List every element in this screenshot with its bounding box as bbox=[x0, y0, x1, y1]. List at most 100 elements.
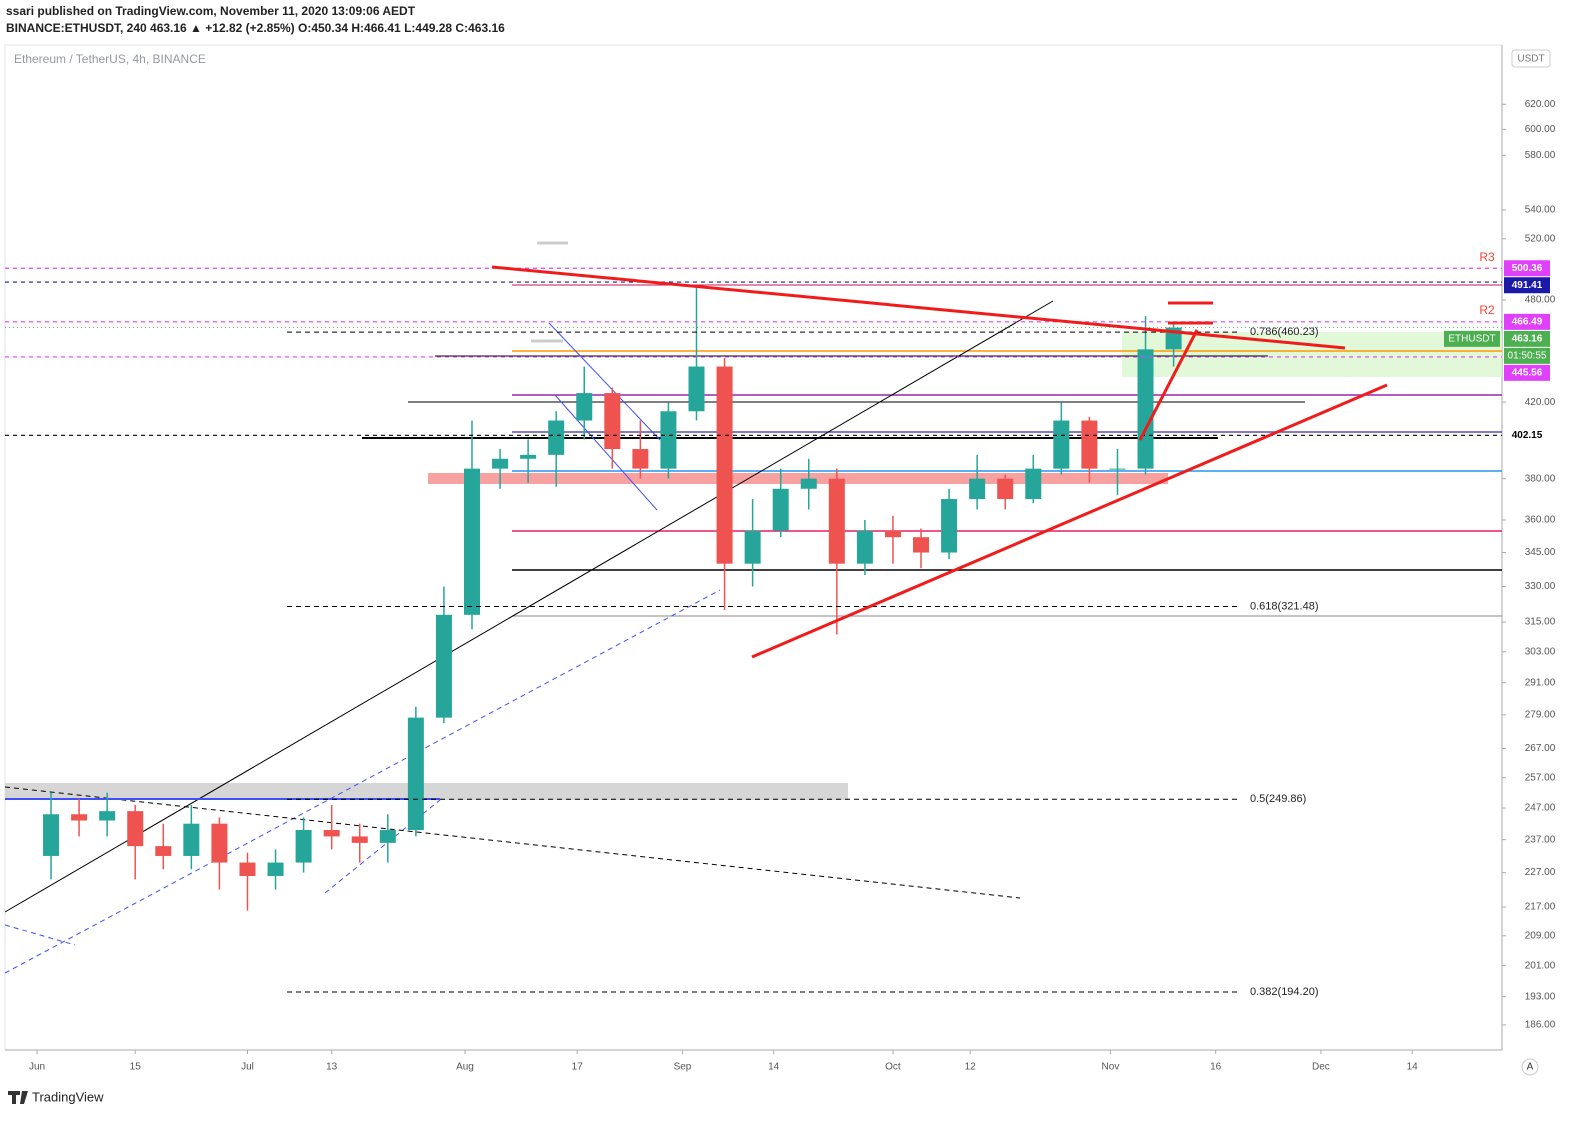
support-line bbox=[751, 383, 1388, 659]
candle-body bbox=[71, 814, 88, 821]
fib-label: 0.618(321.48) bbox=[1250, 600, 1319, 612]
candle-body bbox=[211, 823, 228, 863]
auto-scale-label[interactable]: A bbox=[1527, 1062, 1534, 1073]
y-tick-label: 193.00 bbox=[1525, 991, 1556, 1002]
candle-body bbox=[435, 614, 452, 718]
candle-body bbox=[239, 862, 256, 876]
red-trend-lines bbox=[491, 265, 1388, 659]
candle-body bbox=[576, 393, 593, 421]
candle-body bbox=[660, 411, 677, 469]
candle-body bbox=[548, 420, 565, 455]
y-tick-label: 540.00 bbox=[1525, 205, 1556, 216]
y-tick-label: 330.00 bbox=[1525, 581, 1556, 592]
price-badge bbox=[1504, 330, 1550, 347]
candle-body bbox=[379, 830, 396, 843]
x-tick-label: 17 bbox=[572, 1062, 584, 1073]
price-badge-text: 445.56 bbox=[1512, 367, 1543, 378]
y-tick-label: 580.00 bbox=[1525, 150, 1556, 161]
candle-body bbox=[1025, 468, 1042, 500]
price-badge-text: 466.49 bbox=[1512, 316, 1543, 327]
y-tick-label: 303.00 bbox=[1525, 646, 1556, 657]
symbol-badge-text: ETHUSDT bbox=[1448, 333, 1495, 344]
x-tick-label: Aug bbox=[456, 1062, 474, 1073]
candle-body bbox=[127, 811, 144, 847]
price-badge-text: 491.41 bbox=[1512, 280, 1543, 291]
logo-icon bbox=[8, 1091, 28, 1104]
x-tick-label: Dec bbox=[1312, 1062, 1330, 1073]
countdown-text: 01:50:55 bbox=[1508, 350, 1547, 361]
candle-body bbox=[604, 393, 621, 450]
candle-body bbox=[716, 366, 733, 564]
y-tick-label: 480.00 bbox=[1525, 295, 1556, 306]
price-levels: 0.786(460.23) 0.618(321.48) 0.5(249.86) 0.3… bbox=[5, 260, 1550, 998]
x-tick-label: Nov bbox=[1102, 1062, 1120, 1073]
x-tick-label: Jun bbox=[29, 1062, 45, 1073]
candle-body bbox=[688, 366, 705, 412]
x-tick-label: 15 bbox=[130, 1062, 142, 1073]
candle-body bbox=[323, 830, 340, 837]
trend-line bbox=[4, 589, 721, 974]
y-tick-label: 345.00 bbox=[1525, 547, 1556, 558]
y-tick-label: 247.00 bbox=[1525, 803, 1556, 814]
y-tick-label: 291.00 bbox=[1525, 677, 1556, 688]
candle-body bbox=[1081, 420, 1098, 469]
drawings bbox=[4, 241, 1502, 974]
channel-line bbox=[548, 322, 661, 441]
x-tick-label: 12 bbox=[965, 1062, 977, 1073]
zone bbox=[428, 473, 1168, 484]
price-badge-text: 500.36 bbox=[1512, 263, 1543, 274]
trend-line bbox=[1138, 329, 1199, 441]
x-tick-label: 13 bbox=[326, 1062, 338, 1073]
fib-label: 0.382(194.20) bbox=[1250, 986, 1319, 998]
candle-body bbox=[99, 811, 116, 821]
candle-body bbox=[155, 846, 172, 856]
pivot-label: R2 bbox=[1479, 303, 1495, 317]
candle-body bbox=[744, 530, 761, 564]
zone bbox=[5, 783, 848, 800]
trend-line bbox=[4, 786, 1021, 899]
y-tick-label: 186.00 bbox=[1525, 1020, 1556, 1031]
candle-body bbox=[43, 814, 60, 856]
y-tick-label: 209.00 bbox=[1525, 930, 1556, 941]
price-badge bbox=[1504, 364, 1550, 381]
symbol-line: BINANCE:ETHUSDT, 240 463.16 ▲ +12.82 (+2… bbox=[6, 21, 505, 35]
candle-body bbox=[1109, 468, 1126, 470]
chart-legend: Ethereum / TetherUS, 4h, BINANCE bbox=[14, 52, 206, 66]
fib-label: 0.5(249.86) bbox=[1250, 793, 1306, 805]
price-badge-text: 463.16 bbox=[1512, 333, 1543, 344]
pivot-label: R3 bbox=[1479, 250, 1495, 264]
candle-body bbox=[800, 478, 817, 489]
candle-body bbox=[969, 478, 986, 500]
price-badge-text: 402.15 bbox=[1512, 430, 1543, 441]
candle-body bbox=[183, 823, 200, 856]
y-tick-label: 227.00 bbox=[1525, 867, 1556, 878]
candle-body bbox=[267, 862, 284, 876]
trend-line bbox=[4, 924, 76, 946]
candle-body bbox=[856, 530, 873, 564]
x-tick-label: 14 bbox=[768, 1062, 780, 1073]
candle-body bbox=[632, 449, 649, 469]
y-tick-label: 267.00 bbox=[1525, 743, 1556, 754]
price-badge bbox=[1504, 277, 1550, 294]
candle-body bbox=[1137, 349, 1154, 469]
auto-scale-button[interactable] bbox=[1521, 1058, 1539, 1076]
trend-line bbox=[324, 799, 441, 894]
y-tick-label: 380.00 bbox=[1525, 473, 1556, 484]
currency-box bbox=[1511, 49, 1551, 68]
resistance-line bbox=[491, 265, 1346, 350]
fib-label: 0.786(460.23) bbox=[1250, 326, 1319, 338]
x-tick-label: 16 bbox=[1210, 1062, 1222, 1073]
channel-line bbox=[554, 394, 658, 511]
x-tick-label: 14 bbox=[1407, 1062, 1419, 1073]
candle-body bbox=[520, 454, 537, 459]
y-tick-label: 360.00 bbox=[1525, 515, 1556, 526]
y-tick-label: 520.00 bbox=[1525, 233, 1556, 244]
candle-body bbox=[351, 836, 368, 843]
candle-body bbox=[941, 499, 958, 553]
candle-body bbox=[295, 830, 312, 863]
x-tick-label: Jul bbox=[241, 1062, 254, 1073]
y-tick-label: 279.00 bbox=[1525, 710, 1556, 721]
countdown-badge bbox=[1504, 347, 1550, 364]
candle-body bbox=[828, 478, 845, 564]
